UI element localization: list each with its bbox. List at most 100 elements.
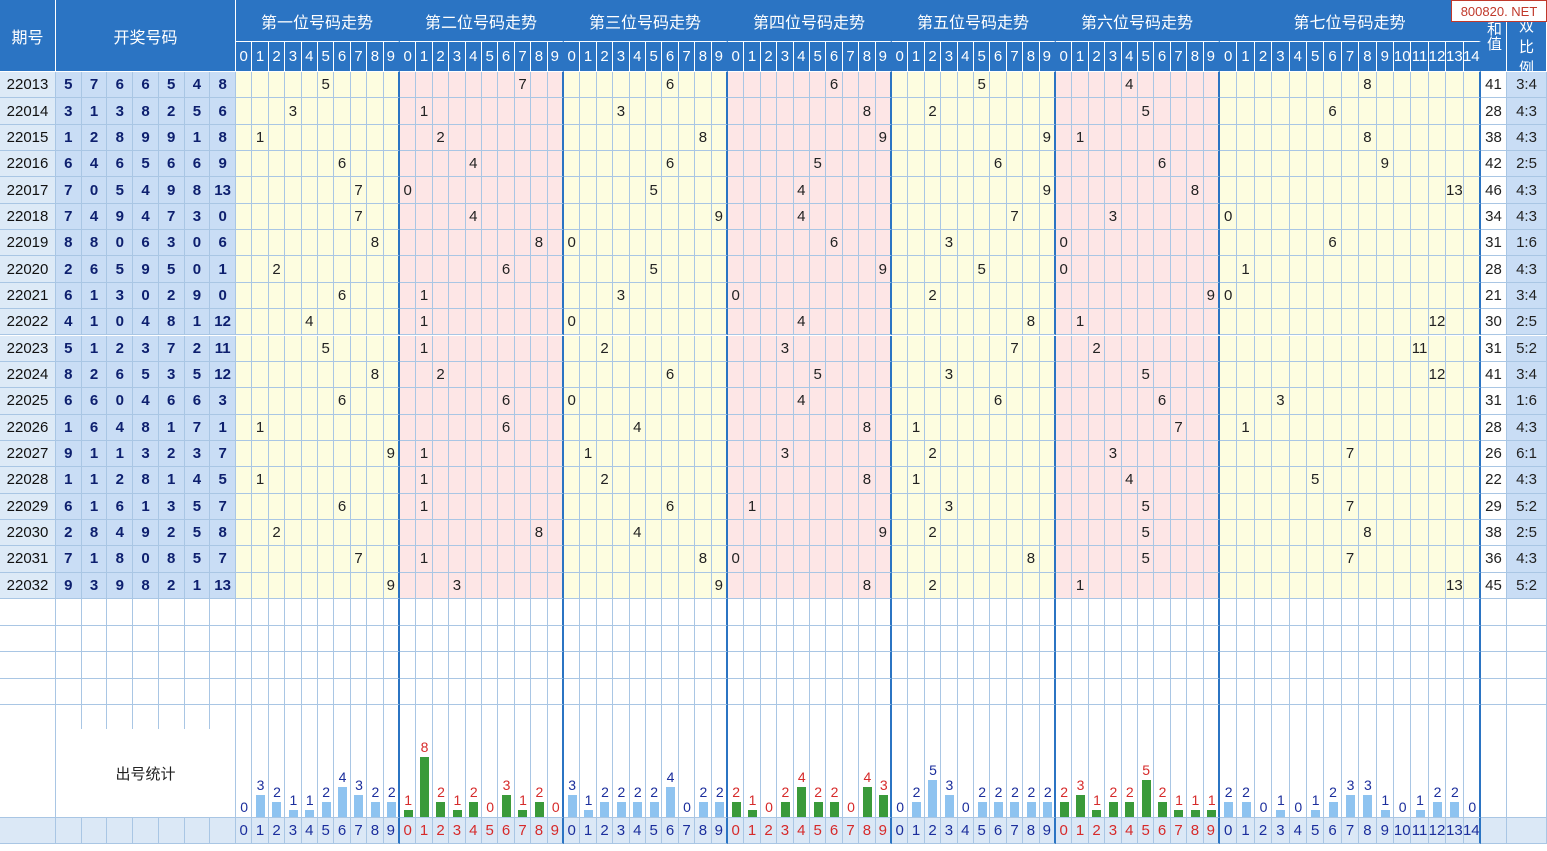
blank-cell bbox=[957, 705, 974, 732]
trend-cell bbox=[1237, 467, 1255, 494]
draw-number: 1 bbox=[81, 98, 108, 125]
footer-digit: 0 bbox=[236, 818, 253, 844]
blank-cell bbox=[158, 625, 185, 653]
trend-cell bbox=[1446, 414, 1464, 441]
blank-cell bbox=[252, 625, 269, 653]
blank-cell bbox=[158, 599, 185, 626]
trend-cell bbox=[268, 335, 286, 362]
trend-cell bbox=[432, 335, 450, 362]
trend-hit: 1 bbox=[416, 335, 433, 362]
blank-cell bbox=[449, 678, 466, 706]
trend-cell bbox=[268, 361, 286, 389]
digit-header: 4 bbox=[301, 42, 318, 72]
trend-cell bbox=[1105, 361, 1122, 389]
digit-header: 7 bbox=[1341, 42, 1360, 72]
trend-cell bbox=[449, 388, 466, 415]
draw-number: 4 bbox=[133, 203, 159, 231]
blank-cell bbox=[1154, 652, 1171, 679]
trend-cell bbox=[1394, 519, 1412, 547]
blank-cell bbox=[711, 678, 728, 706]
trend-hit: 7 bbox=[1170, 414, 1188, 441]
trend-cell bbox=[334, 335, 351, 362]
trend-cell bbox=[1446, 361, 1464, 389]
blank-cell bbox=[744, 678, 761, 706]
trend-cell bbox=[695, 572, 712, 599]
stat-count: 2 bbox=[371, 784, 380, 800]
stat-bar bbox=[912, 802, 922, 817]
stat-cell: 2 bbox=[367, 729, 384, 818]
trend-cell bbox=[1088, 124, 1106, 152]
trend-cell bbox=[268, 440, 286, 468]
trend-cell bbox=[1072, 282, 1089, 310]
trend-cell bbox=[514, 467, 532, 494]
stats-label: 出号统计 bbox=[56, 729, 236, 818]
trend-cell bbox=[1463, 282, 1481, 310]
trend-cell bbox=[301, 98, 318, 125]
stat-bar bbox=[633, 802, 643, 817]
footer-digit: 5 bbox=[810, 818, 827, 844]
trend-cell bbox=[301, 335, 318, 362]
blank-cell bbox=[629, 652, 646, 679]
trend-cell bbox=[629, 98, 646, 125]
footer-digit: 2 bbox=[268, 818, 286, 844]
trend-cell bbox=[449, 203, 466, 231]
trend-cell bbox=[711, 467, 728, 494]
odd-even-ratio: 5:2 bbox=[1507, 493, 1547, 520]
trend-cell bbox=[695, 230, 712, 257]
footer-digit: 8 bbox=[1359, 818, 1377, 844]
trend-cell bbox=[941, 177, 958, 204]
issue-number: 22020 bbox=[0, 256, 56, 283]
trend-cell bbox=[1187, 493, 1204, 520]
trend-hit: 6 bbox=[662, 493, 679, 520]
stat-count: 1 bbox=[289, 791, 298, 808]
trend-cell bbox=[842, 388, 860, 415]
stat-bar bbox=[584, 809, 594, 817]
trend-cell bbox=[760, 124, 778, 152]
digit-header: 1 bbox=[416, 42, 433, 72]
trend-cell bbox=[760, 361, 778, 389]
stat-bar bbox=[567, 794, 577, 817]
draw-number: 0 bbox=[133, 282, 159, 310]
trend-cell bbox=[1463, 493, 1481, 520]
draw-number: 5 bbox=[184, 546, 211, 573]
draw-number: 8 bbox=[158, 546, 185, 573]
trend-hit: 5 bbox=[1138, 546, 1155, 573]
trend-cell bbox=[1105, 572, 1122, 599]
stat-count: 2 bbox=[601, 784, 609, 800]
trend-cell bbox=[416, 151, 433, 178]
draw-number: 3 bbox=[81, 572, 108, 599]
trend-cell bbox=[1121, 546, 1138, 573]
trend-cell bbox=[990, 124, 1007, 152]
draw-number: 7 bbox=[210, 546, 236, 573]
trend-cell bbox=[1154, 256, 1171, 283]
trend-cell bbox=[842, 151, 860, 178]
trend-cell bbox=[400, 519, 417, 547]
trend-cell bbox=[252, 546, 269, 573]
trend-cell bbox=[826, 177, 843, 204]
trend-cell bbox=[629, 282, 646, 310]
trend-cell bbox=[400, 493, 417, 520]
digit-header: 9 bbox=[875, 42, 892, 72]
blank-cell bbox=[875, 599, 892, 626]
trend-hit: 2 bbox=[924, 572, 942, 599]
trend-cell bbox=[1203, 309, 1220, 336]
blank-cell bbox=[400, 625, 417, 653]
trend-hit: 2 bbox=[596, 467, 614, 494]
draw-number: 6 bbox=[107, 493, 134, 520]
digit-header: 4 bbox=[629, 42, 646, 72]
blank-cell bbox=[1359, 678, 1377, 706]
blank-cell bbox=[350, 678, 368, 706]
trend-cell bbox=[1121, 282, 1138, 310]
trend-cell bbox=[482, 203, 499, 231]
blank-cell bbox=[974, 678, 991, 706]
trend-cell bbox=[1359, 467, 1377, 494]
blank-cell bbox=[1324, 705, 1342, 732]
blank-cell bbox=[580, 599, 597, 626]
trend-cell bbox=[908, 388, 925, 415]
trend-cell bbox=[1272, 98, 1290, 125]
trend-cell bbox=[1006, 177, 1024, 204]
digit-header: 11 bbox=[1411, 42, 1429, 72]
blank-cell bbox=[1507, 625, 1547, 653]
trend-cell bbox=[1446, 440, 1464, 468]
draw-number: 7 bbox=[56, 203, 82, 231]
